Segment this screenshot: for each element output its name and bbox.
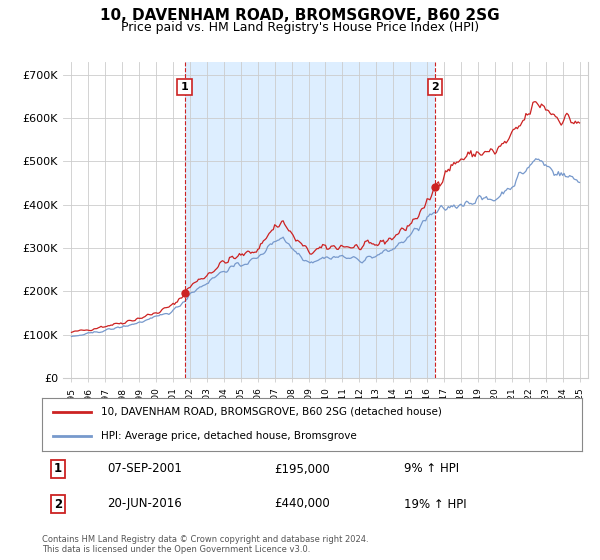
Text: Price paid vs. HM Land Registry's House Price Index (HPI): Price paid vs. HM Land Registry's House …	[121, 21, 479, 34]
Bar	[185, 62, 435, 378]
Text: 20-JUN-2016: 20-JUN-2016	[107, 497, 182, 511]
Text: 07-SEP-2001: 07-SEP-2001	[107, 463, 182, 475]
Text: 9% ↑ HPI: 9% ↑ HPI	[404, 463, 459, 475]
Text: 1: 1	[181, 82, 188, 92]
Text: 10, DAVENHAM ROAD, BROMSGROVE, B60 2SG (detached house): 10, DAVENHAM ROAD, BROMSGROVE, B60 2SG (…	[101, 407, 442, 417]
Text: 10, DAVENHAM ROAD, BROMSGROVE, B60 2SG: 10, DAVENHAM ROAD, BROMSGROVE, B60 2SG	[100, 8, 500, 24]
Text: 2: 2	[54, 497, 62, 511]
Text: 1: 1	[54, 463, 62, 475]
Text: 2: 2	[431, 82, 439, 92]
Text: £195,000: £195,000	[274, 463, 330, 475]
Text: 19% ↑ HPI: 19% ↑ HPI	[404, 497, 466, 511]
Text: £440,000: £440,000	[274, 497, 330, 511]
Text: Contains HM Land Registry data © Crown copyright and database right 2024.
This d: Contains HM Land Registry data © Crown c…	[42, 535, 368, 554]
Text: HPI: Average price, detached house, Bromsgrove: HPI: Average price, detached house, Brom…	[101, 431, 357, 441]
